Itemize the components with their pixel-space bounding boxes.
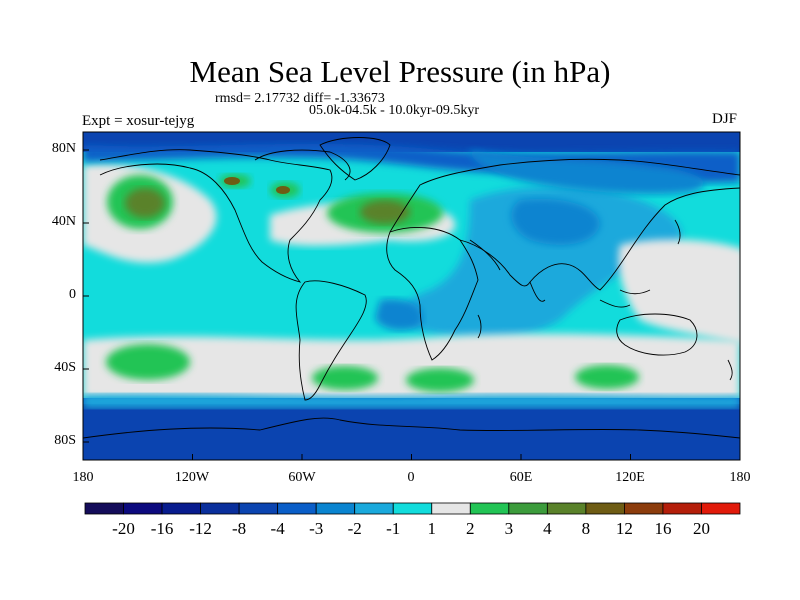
pressure-field [83, 132, 740, 460]
axis-ticks [82, 149, 741, 460]
colorbar [84, 502, 741, 515]
colorbar-cell [701, 502, 741, 515]
colorbar-level-label: 2 [466, 519, 475, 538]
asia-low-core [511, 198, 600, 245]
lon-label-0: 0 [407, 470, 415, 485]
colorbar-level-label: -12 [189, 519, 212, 538]
colorbar-level-label: 3 [504, 519, 514, 538]
southern-belt [83, 333, 740, 403]
lat-label-80n: 80N [51, 141, 76, 156]
colorbar-cell [624, 502, 664, 515]
colorbar-cell [123, 502, 163, 515]
colorbar-level-label: 12 [615, 519, 633, 538]
colorbar-level-label: 16 [654, 519, 672, 538]
lon-label-60e: 60E [509, 470, 533, 485]
colorbar-cell [200, 502, 240, 515]
asia-low-region [401, 186, 682, 339]
lon-label-120e: 120E [615, 470, 645, 485]
colorbar-cell [662, 502, 702, 515]
colorbar-level-label: 1 [427, 519, 437, 538]
colorbar-cell [315, 502, 356, 515]
lat-label-80s: 80S [54, 433, 76, 448]
colorbar-cell [238, 502, 279, 515]
colorbar-cell [546, 502, 587, 515]
colorbar-cell [84, 502, 124, 515]
colorbar-level-label: 8 [581, 519, 591, 538]
stats-text: rmsd= 2.17732 diff= -1.33673 [215, 91, 385, 106]
lat-label-0: 0 [69, 287, 76, 302]
chart-title: Mean Sea Level Pressure (in hPa) [189, 54, 611, 89]
colorbar-level-label: -16 [150, 519, 174, 538]
lat-label-40n: 40N [51, 214, 76, 229]
lon-label-60w: 60W [288, 470, 316, 485]
colorbar-cell [277, 502, 317, 515]
lat-label-40s: 40S [54, 360, 76, 375]
colorbar-level-label: -3 [309, 519, 324, 538]
period-text: 05.0k-04.5k - 10.0kyr-09.5kyr [309, 103, 480, 118]
lon-label-120w: 120W [174, 470, 210, 485]
experiment-label: Expt = xosur-tejyg [82, 113, 195, 129]
colorbar-level-label: -20 [112, 519, 135, 538]
lon-label-180w: 180 [72, 470, 94, 485]
colorbar-cell [469, 502, 510, 515]
colorbar-cell [585, 502, 625, 515]
colorbar-level-label: 20 [692, 519, 710, 538]
colorbar-cell [431, 502, 471, 515]
coastlines [83, 137, 740, 439]
season-label: DJF [712, 111, 738, 127]
colorbar-level-label: 4 [543, 519, 552, 538]
colorbar-level-label: -1 [386, 519, 401, 538]
colorbar-cell [392, 502, 433, 515]
colorbar-level-label: -4 [270, 519, 285, 538]
south-pacific-high [106, 344, 190, 380]
colorbar-level-label: -2 [347, 519, 362, 538]
west-pacific-neutral [618, 239, 740, 344]
colorbar-cell [161, 502, 201, 515]
colorbar-cell [354, 502, 394, 515]
colorbar-cell [508, 502, 548, 515]
colorbar-level-label: -8 [232, 519, 247, 538]
lon-label-180e: 180 [729, 470, 751, 485]
